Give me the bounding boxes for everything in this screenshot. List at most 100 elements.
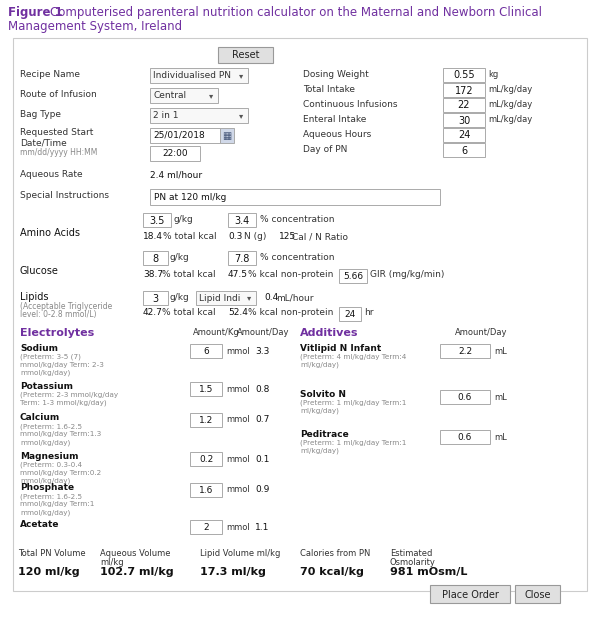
Text: Recipe Name: Recipe Name xyxy=(20,70,80,79)
Text: mmol/kg/day Term:1: mmol/kg/day Term:1 xyxy=(20,501,94,507)
Text: Phosphate: Phosphate xyxy=(20,483,74,492)
Text: 7.8: 7.8 xyxy=(235,254,250,264)
Bar xyxy=(443,143,485,157)
Text: 2.2: 2.2 xyxy=(458,347,472,356)
Text: mmol/kg/day): mmol/kg/day) xyxy=(20,439,70,446)
Text: (Preterm: 1.6-2.5: (Preterm: 1.6-2.5 xyxy=(20,493,82,500)
Text: 0.2: 0.2 xyxy=(199,455,213,464)
Text: 6: 6 xyxy=(461,146,467,156)
Text: (Preterm: 2-3 mmol/kg/day: (Preterm: 2-3 mmol/kg/day xyxy=(20,392,118,399)
Bar xyxy=(150,88,218,103)
Text: Potassium: Potassium xyxy=(20,382,73,391)
Text: Acetate: Acetate xyxy=(20,520,59,529)
Text: 0.6: 0.6 xyxy=(458,433,472,442)
Text: Sodium: Sodium xyxy=(20,344,58,353)
Text: (Preterm: 3-5 (7): (Preterm: 3-5 (7) xyxy=(20,354,81,360)
Text: Aqueous Rate: Aqueous Rate xyxy=(20,170,83,179)
Bar xyxy=(218,47,273,63)
Text: mmol: mmol xyxy=(226,454,250,464)
Text: 6: 6 xyxy=(203,347,209,356)
Text: 2: 2 xyxy=(203,523,209,532)
Text: (Preterm: 1.6-2.5: (Preterm: 1.6-2.5 xyxy=(20,423,82,430)
Text: Lipid Volume ml/kg: Lipid Volume ml/kg xyxy=(200,549,280,558)
Text: mL/hour: mL/hour xyxy=(276,293,314,303)
Text: mL: mL xyxy=(494,392,507,402)
Text: mL: mL xyxy=(494,433,507,441)
Text: Glucose: Glucose xyxy=(20,266,59,276)
Bar xyxy=(190,413,222,427)
Text: Continuous Infusions: Continuous Infusions xyxy=(303,100,398,109)
Text: 1.5: 1.5 xyxy=(199,385,213,394)
Text: (Preterm: 1 ml/kg/day Term:1: (Preterm: 1 ml/kg/day Term:1 xyxy=(300,440,406,446)
Text: 38.7: 38.7 xyxy=(143,270,163,279)
Text: % concentration: % concentration xyxy=(260,254,335,262)
Text: 8: 8 xyxy=(152,254,158,264)
Text: Aqueous Hours: Aqueous Hours xyxy=(303,130,371,139)
Bar xyxy=(150,146,200,161)
Text: mm/dd/yyyy HH:MM: mm/dd/yyyy HH:MM xyxy=(20,148,97,157)
Text: Bag Type: Bag Type xyxy=(20,110,61,119)
Bar xyxy=(220,128,234,143)
Bar xyxy=(190,344,222,358)
Text: (Preterm: 1 ml/kg/day Term:1: (Preterm: 1 ml/kg/day Term:1 xyxy=(300,400,406,407)
Text: Amount/Day: Amount/Day xyxy=(455,328,508,337)
Text: Solvito N: Solvito N xyxy=(300,390,346,399)
Text: 0.1: 0.1 xyxy=(255,454,269,464)
Text: 24: 24 xyxy=(344,310,356,319)
Text: 0.9: 0.9 xyxy=(255,485,269,495)
Bar xyxy=(440,390,490,404)
Bar xyxy=(440,430,490,444)
Text: mmol: mmol xyxy=(226,523,250,531)
Text: Calcium: Calcium xyxy=(20,413,60,422)
Text: Amount/Kg: Amount/Kg xyxy=(193,328,240,337)
Text: mL/kg/day: mL/kg/day xyxy=(488,115,532,124)
Bar xyxy=(150,68,248,83)
Text: % total kcal: % total kcal xyxy=(162,308,215,317)
Bar xyxy=(196,291,256,305)
Text: ▾: ▾ xyxy=(209,91,213,100)
Text: level: 0-2.8 mmol/L): level: 0-2.8 mmol/L) xyxy=(20,310,97,319)
Text: Estimated: Estimated xyxy=(390,549,433,558)
Text: 0.6: 0.6 xyxy=(458,393,472,402)
Bar xyxy=(143,291,168,305)
Text: Computerised parenteral nutrition calculator on the Maternal and Newborn Clinica: Computerised parenteral nutrition calcul… xyxy=(50,6,542,19)
Bar xyxy=(339,307,361,321)
Text: 25/01/2018: 25/01/2018 xyxy=(153,131,205,140)
Text: Place Order: Place Order xyxy=(442,590,499,600)
Text: 52.4: 52.4 xyxy=(228,308,248,317)
Text: ▾: ▾ xyxy=(239,111,243,120)
Text: % kcal non-protein: % kcal non-protein xyxy=(248,308,334,317)
Text: 2 in 1: 2 in 1 xyxy=(153,112,179,120)
Text: mmol/kg/day): mmol/kg/day) xyxy=(20,370,70,376)
Bar xyxy=(443,98,485,112)
Text: 5.66: 5.66 xyxy=(343,272,363,281)
Text: 0.3: 0.3 xyxy=(228,232,242,241)
Text: mL/kg/day: mL/kg/day xyxy=(488,85,532,94)
Text: ▾: ▾ xyxy=(247,293,251,303)
Text: N (g): N (g) xyxy=(244,232,266,241)
Text: mmol: mmol xyxy=(226,347,250,355)
Text: 1.6: 1.6 xyxy=(199,486,213,495)
Bar xyxy=(190,520,222,534)
Text: kg: kg xyxy=(488,70,498,79)
Text: 22:00: 22:00 xyxy=(162,149,188,158)
Text: Central: Central xyxy=(153,92,186,100)
Text: Electrolytes: Electrolytes xyxy=(20,328,94,338)
Bar xyxy=(228,213,256,227)
Text: Figure 1: Figure 1 xyxy=(8,6,63,19)
Bar xyxy=(190,452,222,466)
Bar xyxy=(143,213,171,227)
Text: 0.8: 0.8 xyxy=(255,384,269,394)
Text: (Preterm: 4 ml/kg/day Term:4: (Preterm: 4 ml/kg/day Term:4 xyxy=(300,354,406,360)
Text: Reset: Reset xyxy=(232,50,259,61)
Text: 172: 172 xyxy=(455,86,473,95)
Text: 0.7: 0.7 xyxy=(255,415,269,425)
Text: Calories from PN: Calories from PN xyxy=(300,549,370,558)
Text: 18.4: 18.4 xyxy=(143,232,163,241)
Text: Close: Close xyxy=(524,590,551,600)
Text: Special Instructions: Special Instructions xyxy=(20,191,109,200)
Bar xyxy=(190,483,222,497)
Text: 47.5: 47.5 xyxy=(228,270,248,279)
Text: mmol: mmol xyxy=(226,485,250,495)
Text: mmol/kg/day): mmol/kg/day) xyxy=(20,509,70,515)
